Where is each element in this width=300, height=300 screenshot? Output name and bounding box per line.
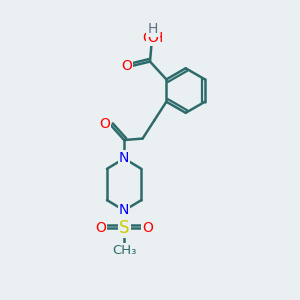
Text: O: O bbox=[99, 117, 110, 131]
Text: N: N bbox=[119, 203, 129, 218]
Text: CH₃: CH₃ bbox=[112, 244, 136, 257]
Text: OH: OH bbox=[142, 31, 164, 45]
Text: O: O bbox=[148, 31, 158, 45]
Text: S: S bbox=[119, 219, 129, 237]
Text: O: O bbox=[121, 59, 132, 73]
Text: H: H bbox=[148, 22, 158, 36]
Text: N: N bbox=[119, 152, 129, 166]
Text: O: O bbox=[142, 221, 153, 235]
Text: O: O bbox=[95, 221, 106, 235]
